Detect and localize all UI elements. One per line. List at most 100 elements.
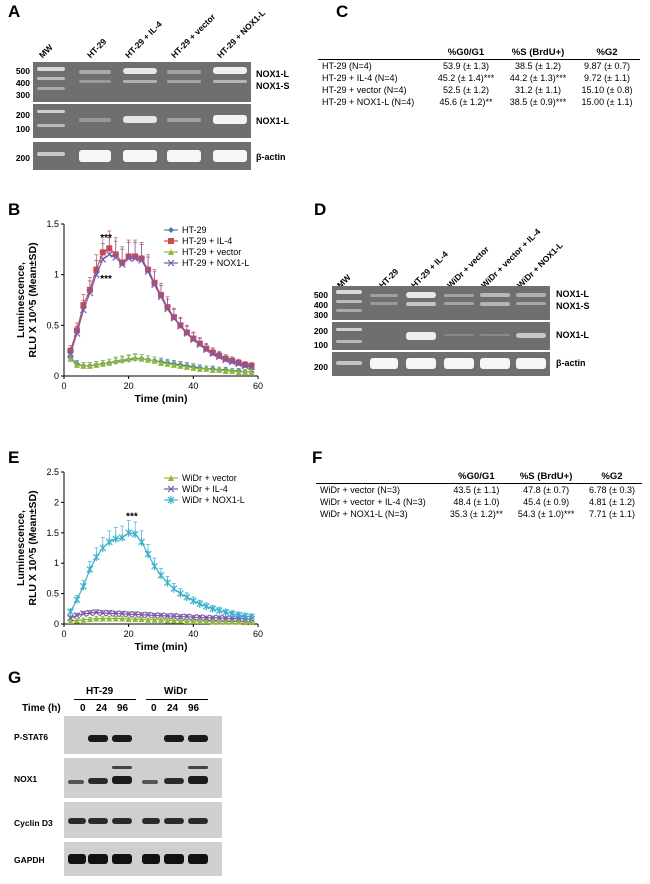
data-point <box>241 362 249 370</box>
data-point <box>92 609 100 616</box>
data-point <box>196 365 203 372</box>
panel-letter-f: F <box>312 448 323 467</box>
x-tick-label: 60 <box>253 629 263 639</box>
data-point <box>176 613 184 621</box>
data-point <box>170 612 178 620</box>
legend-label: HT-29 <box>182 225 207 235</box>
data-point <box>138 537 146 546</box>
data-point <box>196 341 204 349</box>
mw-marker: 500 <box>15 66 30 76</box>
data-point <box>170 584 178 593</box>
data-point <box>215 606 223 615</box>
data-point <box>73 330 81 337</box>
gel-strip-actin <box>332 352 550 376</box>
data-point <box>216 366 223 373</box>
blot-row-label: NOX1 <box>14 774 38 784</box>
table-header <box>318 46 430 60</box>
y-tick-label: 2 <box>54 497 59 507</box>
data-point <box>167 496 175 504</box>
data-point <box>157 571 165 580</box>
legend-label: WiDr + IL-4 <box>182 484 228 494</box>
data-point <box>151 357 158 364</box>
lane-label: HT-29 + IL-4 <box>408 249 450 290</box>
group-divider <box>146 699 208 700</box>
data-point <box>105 537 113 546</box>
lane-label: HT-29 + IL-4 <box>122 19 164 61</box>
series-ht-29-vector <box>67 353 255 375</box>
mw-marker: 400 <box>313 300 328 310</box>
data-point <box>118 261 126 268</box>
group-label-ht29: HT-29 <box>86 686 114 697</box>
table-cell: 43.5 (± 1.1) <box>453 485 500 495</box>
data-point <box>93 361 100 368</box>
data-point <box>144 268 152 276</box>
data-point <box>248 619 255 626</box>
data-point <box>93 615 100 622</box>
data-point <box>209 618 216 625</box>
blot-strip-nox1 <box>64 758 222 798</box>
data-point <box>86 362 93 369</box>
gel-strip-nox1-mid <box>332 322 550 350</box>
data-point <box>119 356 126 363</box>
data-point <box>99 544 107 552</box>
table-cell: WiDr + NOX1-L (N=3) <box>320 509 408 519</box>
y-axis-label: Luminescence,RLU X 10^5 (Mean±SD) <box>15 490 39 605</box>
y-axis-label: Luminescence,RLU X 10^5 (Mean±SD) <box>15 242 39 357</box>
data-point <box>79 610 87 618</box>
x-tick-label: 60 <box>253 381 263 391</box>
data-point <box>183 613 191 621</box>
data-point <box>168 227 174 233</box>
table-cell: HT-29 + IL-4 (N=4) <box>322 73 398 83</box>
y-tick-label: 1 <box>54 270 59 280</box>
data-point <box>248 368 255 375</box>
mw-marker: 300 <box>313 310 328 320</box>
table-header <box>316 470 443 484</box>
data-point <box>138 611 146 619</box>
band-label-nox1l-2: NOX1-L <box>556 330 590 340</box>
data-point <box>196 599 204 608</box>
panel-letter-a: A <box>8 2 21 21</box>
data-point <box>112 254 120 261</box>
time-point: 96 <box>188 703 200 714</box>
data-point <box>145 356 152 363</box>
legend-label: WiDr + NOX1-L <box>182 495 245 505</box>
data-point <box>80 362 87 369</box>
data-point <box>144 550 152 559</box>
gel-strip-nox1-mid <box>33 104 251 138</box>
mw-marker: 200 <box>15 153 30 163</box>
table-cell: 7.71 (± 1.1) <box>589 509 635 519</box>
legend-label: HT-29 + NOX1-L <box>182 258 249 268</box>
data-point <box>222 618 229 625</box>
panel-letter-c: C <box>336 2 349 21</box>
data-point <box>164 360 171 367</box>
data-point <box>235 610 243 619</box>
y-tick-label: 1.5 <box>46 528 59 538</box>
data-point <box>202 346 210 354</box>
data-point <box>79 306 87 314</box>
data-point <box>92 271 100 279</box>
data-point <box>228 358 236 366</box>
data-point <box>228 609 236 618</box>
blot-strip-pstat6 <box>64 716 222 754</box>
table-cell: 4.81 (± 1.2) <box>589 497 635 507</box>
table-cell: HT-29 + NOX1-L (N=4) <box>322 97 415 107</box>
data-point <box>73 595 81 604</box>
series-widr-nox1-l <box>67 520 255 621</box>
data-point <box>125 616 132 623</box>
data-point <box>242 368 249 375</box>
mw-marker: 100 <box>15 124 30 134</box>
data-point <box>248 363 255 371</box>
time-point: 0 <box>80 703 86 714</box>
table-header: %S (BrdU+) <box>502 46 575 60</box>
blot-strip-gapdh <box>64 842 222 876</box>
y-tick-label: 0.5 <box>46 589 59 599</box>
data-point <box>209 350 217 358</box>
table-cell: WiDr + vector + IL-4 (N=3) <box>320 497 426 507</box>
x-axis-label: Time (min) <box>135 393 188 405</box>
band-label-nox1l: NOX1-L <box>256 69 290 79</box>
table-cell: 45.6 (± 1.2)** <box>439 97 493 107</box>
table-row: WiDr + NOX1-L (N=3) 35.3 (± 1.2)** 54.3 … <box>316 508 642 520</box>
table-cell: 52.5 (± 1.2) <box>443 85 489 95</box>
data-point <box>151 612 158 619</box>
table-row: HT-29 + IL-4 (N=4) 45.2 (± 1.4)*** 44.2 … <box>318 72 640 84</box>
